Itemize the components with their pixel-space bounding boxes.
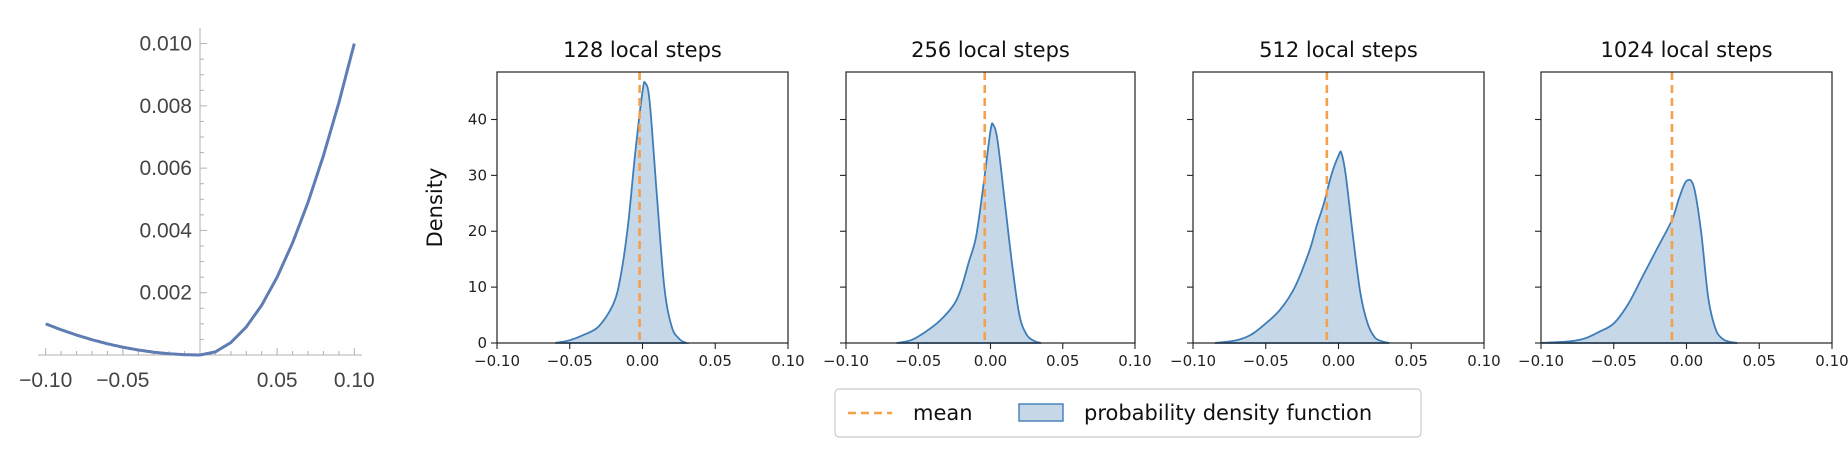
panel-title: 1024 local steps: [1600, 38, 1772, 62]
x-tick-label: 0.05: [1046, 352, 1079, 370]
legend-box: [834, 388, 1422, 438]
y-tick-label: 30: [468, 166, 487, 184]
density-area: [1540, 178, 1738, 344]
x-tick-label: 0.00: [1322, 352, 1355, 370]
y-tick-label: 10: [468, 278, 487, 296]
density-panel-1: −0.10 −0.05 0.00 0.05 0.10 0 10 20 30 40 128 local…: [423, 38, 805, 370]
density-panel-3: −0.10 −0.05 0.00 0.05 0.10 512 local steps: [1170, 38, 1501, 370]
x-tick-label: 0.10: [771, 352, 804, 370]
panel-title: 512 local steps: [1259, 38, 1418, 62]
y-tick-label: 40: [468, 110, 487, 128]
x-tick-label: 0.00: [1670, 352, 1703, 370]
legend-pdf-swatch: [1018, 403, 1064, 422]
y-axis-title: Density: [423, 168, 447, 248]
math-y-tick-label: 0.008: [139, 95, 192, 118]
y-tick-label: 0: [477, 334, 487, 352]
x-tick-label: −0.05: [1243, 352, 1289, 370]
math-y-tick-label: 0.004: [139, 219, 192, 242]
legend: mean probability density function: [834, 388, 1422, 438]
x-tick-label: −0.10: [1170, 352, 1216, 370]
math-x-tick-label: 0.05: [257, 369, 298, 392]
x-tick-label: 0.10: [1815, 352, 1848, 370]
math-y-tick-label: 0.006: [139, 157, 192, 180]
x-tick-label: −0.05: [547, 352, 593, 370]
panel-title: 128 local steps: [563, 38, 722, 62]
x-tick-label: 0.05: [1743, 352, 1776, 370]
density-panel-2: −0.10 −0.05 0.00 0.05 0.10 256 local steps: [823, 38, 1152, 370]
x-tick-label: −0.10: [474, 352, 520, 370]
density-area: [896, 122, 1042, 344]
legend-mean-label: mean: [913, 401, 973, 425]
x-tick-label: −0.10: [823, 352, 869, 370]
x-tick-label: 0.00: [626, 352, 659, 370]
x-tick-label: −0.10: [1518, 352, 1564, 370]
x-tick-label: 0.10: [1467, 352, 1500, 370]
math-curve: [45, 43, 356, 357]
legend-pdf-label: probability density function: [1084, 401, 1372, 425]
math-x-tick-label: −0.05: [96, 369, 149, 392]
x-tick-label: 0.10: [1118, 352, 1151, 370]
math-x-tick-label: −0.10: [19, 369, 72, 392]
x-tick-label: −0.05: [895, 352, 941, 370]
math-y-tick-label: 0.010: [139, 33, 192, 56]
math-plot: −0.10 −0.05 0.05 0.10 0.002 0.004 0.006 0.008 0.…: [19, 28, 375, 392]
panel-title: 256 local steps: [911, 38, 1070, 62]
x-tick-label: 0.05: [1395, 352, 1428, 370]
x-tick-label: −0.05: [1591, 352, 1637, 370]
math-y-tick-label: 0.002: [139, 282, 192, 305]
y-tick-label: 20: [468, 222, 487, 240]
density-panel-4: −0.10 −0.05 0.00 0.05 0.10 1024 local steps: [1518, 38, 1848, 370]
density-area: [1214, 150, 1390, 344]
math-x-tick-label: 0.10: [334, 369, 375, 392]
density-area: [555, 81, 690, 344]
x-tick-label: 0.05: [699, 352, 732, 370]
x-tick-label: 0.00: [974, 352, 1007, 370]
